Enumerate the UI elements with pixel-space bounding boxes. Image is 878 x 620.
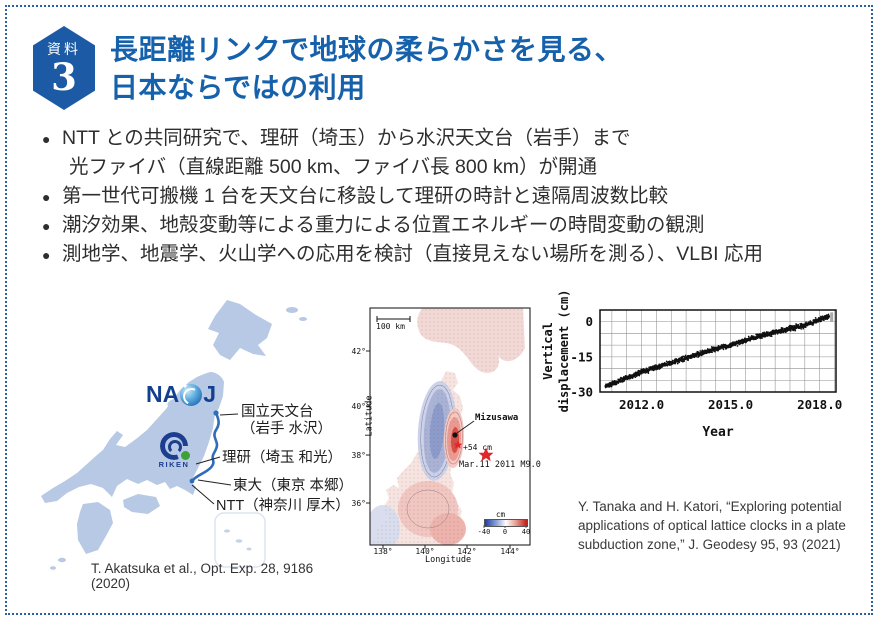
tanaka-citation-line3: subduction zone,” J. Geodesy 95, 93 (202… <box>578 537 841 552</box>
map-land-group <box>370 308 525 545</box>
page-title-line1: 長距離リンクで地球の柔らかさを見る、 <box>110 34 624 65</box>
y-tick-label: -30 <box>570 385 593 400</box>
label-ntt-site: NTT（神奈川 厚木） <box>216 498 350 514</box>
naoj-logo-left: NA <box>146 381 180 407</box>
bullet-text: 光ファイバ（直線距離 500 km、ファイバ長 800 km）が開通 <box>69 156 597 178</box>
bullet-marker: ● <box>42 131 51 147</box>
mizusawa-dot <box>452 432 458 438</box>
map-ticks <box>366 350 511 549</box>
displacement-chart-svg: 2012.0 2015.0 2018.0 0 -15 -30 Year Vertical dis… <box>541 290 842 440</box>
epicenter-label: Mar.11 2011 M9.0 <box>459 460 541 470</box>
naoj-node-dot <box>213 410 219 416</box>
material-badge: 資料 3 <box>33 26 95 110</box>
colorbar-label: cm <box>496 510 506 519</box>
uplift-star-icon <box>453 440 463 449</box>
fiber-route-line <box>190 411 220 483</box>
bullet-marker: ● <box>42 247 51 263</box>
bullet-text: 第一世代可搬機 1 台を天文台に移設して理研の時計と遠隔周波数比較 <box>62 185 669 207</box>
uplift-map-figure: 100 km Latitude Longitude 42° 40° 38° 36… <box>351 293 565 591</box>
uplift-map-svg <box>366 307 531 549</box>
akatsuka-citation: T. Akatsuka et al., Opt. Exp. 28, 9186 (… <box>91 561 314 591</box>
label-todai-site: 東大（東京 本郷） <box>233 478 354 494</box>
lon-tick-142: 142° <box>457 547 477 556</box>
riken-logo-text: RIKEN <box>158 460 190 469</box>
label-naoj-site: 国立天文台 （岩手 水沢） <box>241 404 333 437</box>
leader-naoj <box>219 413 239 416</box>
bullet-item: ● 第一世代可搬機 1 台を天文台に移設して理研の時計と遠隔周波数比較 <box>42 182 822 211</box>
lon-tick-138: 138° <box>373 547 393 556</box>
leader-todai <box>197 479 232 486</box>
tokyo-node-dot <box>189 478 195 484</box>
naoj-logo-right: J <box>203 381 217 407</box>
honshu-shape <box>41 372 224 503</box>
chart-frame <box>599 309 837 393</box>
chart-ylabel-line1: Vertical <box>541 322 555 380</box>
colorbar-tick-0: 0 <box>502 528 508 536</box>
x-tick-label: 2015.0 <box>708 397 753 412</box>
label-riken-site: 理研（埼玉 和光） <box>222 450 343 466</box>
leader-ntt <box>191 484 215 505</box>
riken-logo: RIKEN <box>156 432 192 469</box>
lat-tick-40: 40° <box>351 402 366 411</box>
bullet-list: ● NTT との共同研究で、理研（埼玉）から水沢天文台（岩手）まで光ファイバ（直線… <box>42 124 822 269</box>
badge-label: 資料 <box>47 40 81 57</box>
colorbar <box>484 519 528 527</box>
tanaka-citation-line2: applications of optical lattice clocks i… <box>578 518 846 533</box>
scatter-points <box>604 313 831 389</box>
map-xlabel: Longitude <box>425 555 472 565</box>
lat-tick-42: 42° <box>351 347 366 356</box>
bullet-item: 光ファイバ（直線距離 500 km、ファイバ長 800 km）が開通 <box>42 153 822 182</box>
bullet-text: 潮汐効果、地殻変動等による重力による位置エネルギーの時間変動の観測 <box>62 214 705 236</box>
naoj-globe-icon: ✦ <box>180 381 203 406</box>
bullet-marker: ● <box>42 218 51 234</box>
uplift-value-label: +54 cm <box>463 443 492 452</box>
tanaka-citation-line1: Y. Tanaka and H. Katori, “Exploring pote… <box>578 499 842 514</box>
tanaka-citation: Y. Tanaka and H. Katori, “Exploring pote… <box>578 497 878 554</box>
y-tick-label: -15 <box>570 349 593 364</box>
displacement-chart-figure: 2012.0 2015.0 2018.0 0 -15 -30 Year Vertical dis… <box>540 288 878 443</box>
riken-mark-icon <box>160 432 190 460</box>
end-errorbar <box>830 312 834 322</box>
bullet-text: NTT との共同研究で、理研（埼玉）から水沢天文台（岩手）まで <box>62 127 631 149</box>
x-tick-label: 2018.0 <box>797 397 842 412</box>
bullet-marker: ● <box>42 189 51 205</box>
x-tick-label: 2012.0 <box>619 397 664 412</box>
japan-map-svg <box>41 300 307 570</box>
hokkaido-shape <box>208 300 272 360</box>
page-title: 長距離リンクで地球の柔らかさを見る、 日本ならではの利用 <box>110 31 623 107</box>
leader-riken <box>195 456 221 465</box>
inset-box <box>214 512 266 568</box>
japan-map-figure: NA ✦ J RIKEN 国立天文台 （岩手 水沢） 理研（埼玉 和光） 東大（東京… <box>20 288 354 603</box>
naoj-logo: NA ✦ J <box>146 381 216 408</box>
colorbar-tick-neg40: -40 <box>477 528 491 536</box>
map-frame <box>369 307 531 546</box>
shikoku-shape <box>123 494 160 514</box>
scale-bar-label: 100 km <box>376 322 405 331</box>
lat-tick-38: 38° <box>351 451 366 460</box>
epicenter-star-icon <box>478 447 494 462</box>
lon-tick-144: 144° <box>500 547 520 556</box>
page-title-line2: 日本ならではの利用 <box>110 72 366 103</box>
bullet-item: ● 潮汐効果、地殻変動等による重力による位置エネルギーの時間変動の観測 <box>42 211 822 240</box>
mizusawa-leader <box>456 420 475 434</box>
lon-tick-140: 140° <box>415 547 435 556</box>
colorbar-tick-40: 40 <box>521 528 531 536</box>
scale-bar <box>376 316 411 322</box>
bullet-item: ● 測地学、地震学、火山学への応用を検討（直接見えない場所を測る）、VLBI 応用 <box>42 240 822 269</box>
mizusawa-label: Mizusawa <box>475 413 519 423</box>
chart-ylabel-line2: displacement (cm) <box>557 290 571 413</box>
badge-number: 3 <box>51 54 77 99</box>
bullet-item: ● NTT との共同研究で、理研（埼玉）から水沢天文台（岩手）まで <box>42 124 822 153</box>
lat-tick-36: 36° <box>351 499 366 508</box>
chart-xlabel: Year <box>702 425 733 440</box>
y-tick-label: 0 <box>585 314 593 329</box>
bullet-text: 測地学、地震学、火山学への応用を検討（直接見えない場所を測る）、VLBI 応用 <box>62 243 763 265</box>
kyushu-shape <box>77 502 113 554</box>
